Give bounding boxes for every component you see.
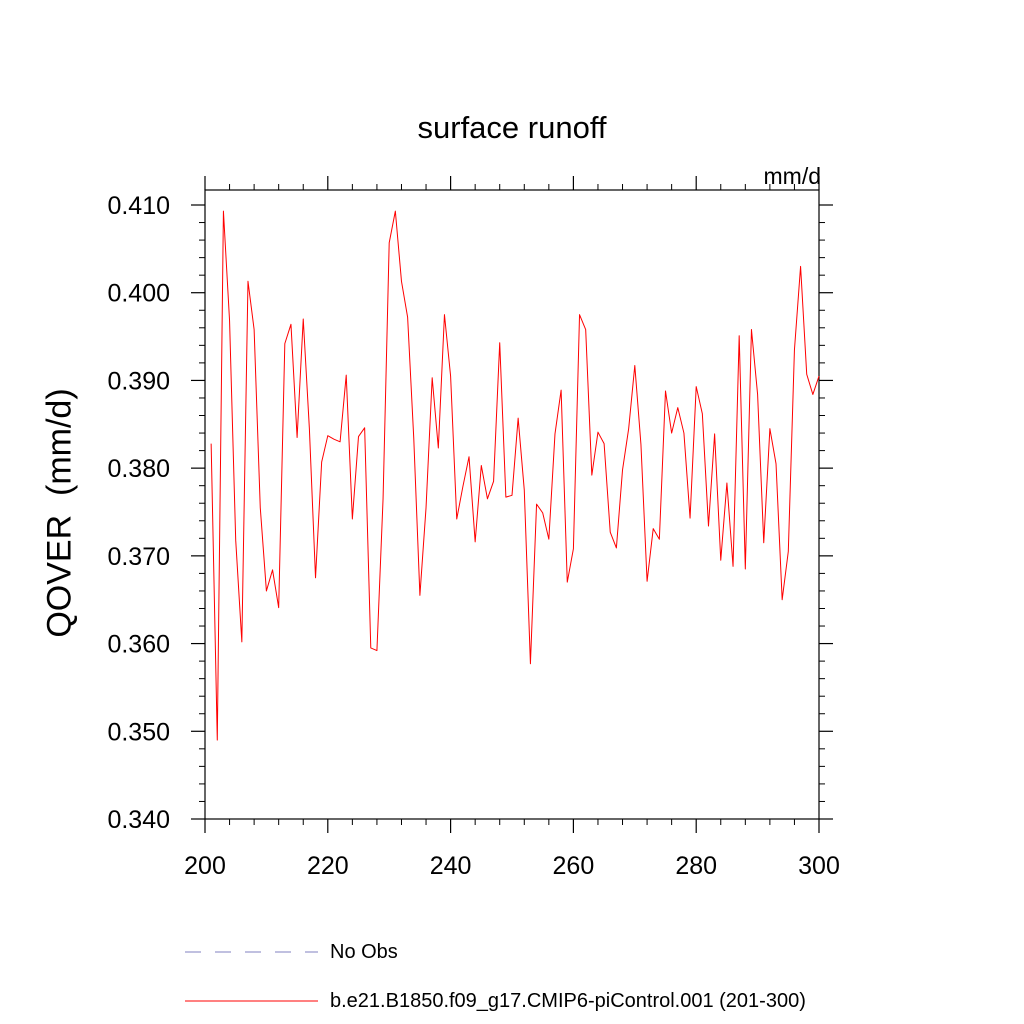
series-layer xyxy=(210,210,820,741)
x-tick-label: 200 xyxy=(184,852,226,880)
y-tick-label: 0.380 xyxy=(107,455,170,483)
y-tick-label: 0.360 xyxy=(107,631,170,659)
x-tick-label: 220 xyxy=(307,852,349,880)
major-ticks xyxy=(191,176,833,833)
y-tick-label: 0.350 xyxy=(107,718,170,746)
y-axis-label: QOVER (mm/d) xyxy=(40,388,79,638)
minor-ticks xyxy=(199,184,825,825)
y-tick-label: 0.370 xyxy=(107,543,170,571)
y-tick-labels: 0.340 0.350 0.360 0.370 0.380 0.390 0.400 0.410 xyxy=(107,192,170,834)
y-tick-label: 0.390 xyxy=(107,367,170,395)
units-label: mm/d xyxy=(763,163,822,189)
legend-label-obs: No Obs xyxy=(330,941,398,963)
x-tick-label: 260 xyxy=(553,852,595,880)
x-tick-label: 300 xyxy=(798,852,840,880)
y-tick-label: 0.340 xyxy=(107,806,170,834)
y-tick-label: 0.410 xyxy=(107,192,170,220)
series-line xyxy=(210,210,820,741)
y-tick-label: 0.400 xyxy=(107,280,170,308)
x-tick-label: 240 xyxy=(430,852,472,880)
legend-label-model: b.e21.B1850.f09_g17.CMIP6-piControl.001 … xyxy=(330,990,806,1012)
x-tick-labels: 200 220 240 260 280 300 xyxy=(184,852,840,880)
chart-title: surface runoff xyxy=(417,110,607,145)
x-tick-label: 280 xyxy=(675,852,717,880)
plot-frame xyxy=(204,189,820,820)
